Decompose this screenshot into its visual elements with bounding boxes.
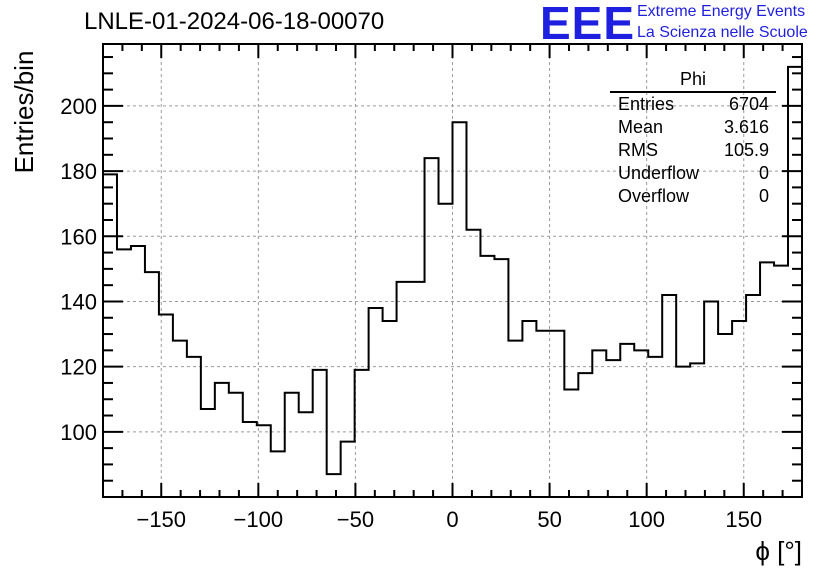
stats-row-label: Overflow (618, 186, 690, 206)
logo-subtitle-line1: Extreme Energy Events (637, 3, 806, 20)
x-tick-label: −100 (234, 507, 284, 532)
stats-row-value: 3.616 (724, 117, 769, 137)
tick-labels: −150 −100 −50 0 50 100 150 100 120 140 160 180 200 (60, 94, 762, 532)
y-axis-title: Entries/bin (9, 51, 39, 174)
stats-row-value: 105.9 (724, 140, 769, 160)
stats-row-label: Underflow (618, 163, 700, 183)
y-tick-label: 100 (60, 420, 97, 445)
x-axis-title: ϕ [°] (755, 536, 802, 566)
stats-name: Phi (680, 69, 706, 89)
axis-ticks (103, 44, 802, 497)
stats-row-value: 0 (759, 186, 769, 206)
stats-row-label: Mean (618, 117, 663, 137)
stats-box: Phi Entries 6704 Mean 3.616 RMS 105.9 Underflo… (610, 69, 776, 206)
x-tick-label: −50 (337, 507, 374, 532)
y-tick-label: 200 (60, 94, 97, 119)
y-tick-label: 180 (60, 159, 97, 184)
y-tick-label: 160 (60, 224, 97, 249)
x-tick-label: −150 (136, 507, 186, 532)
logo-subtitle-line2: La Scienza nelle Scuole (637, 24, 808, 41)
x-tick-label: 100 (628, 507, 665, 532)
stats-row-label: RMS (618, 140, 658, 160)
eee-logo: EEE (540, 0, 636, 49)
y-tick-label: 120 (60, 355, 97, 380)
stats-row-value: 6704 (729, 94, 769, 114)
y-tick-label: 140 (60, 289, 97, 314)
chart-title: LNLE-01-2024-06-18-00070 (84, 8, 385, 35)
stats-row-label: Entries (618, 94, 674, 114)
grid-lines (103, 44, 802, 497)
stats-row-value: 0 (759, 163, 769, 183)
x-tick-label: 150 (725, 507, 762, 532)
x-tick-label: 0 (446, 507, 458, 532)
stats-rows: Entries 6704 Mean 3.616 RMS 105.9 Underflow 0 Ov… (618, 94, 769, 206)
x-tick-label: 50 (537, 507, 561, 532)
histogram-series-line (103, 65, 802, 476)
